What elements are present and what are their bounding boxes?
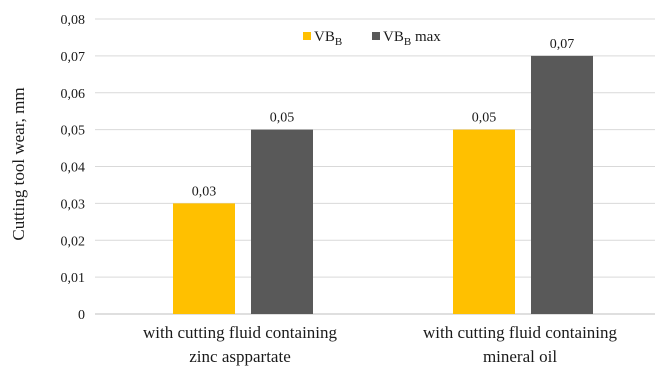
y-axis-ticks: 0 0,01 0,02 0,03 0,04 0,05 0,06 0,07 0,08 <box>61 13 86 323</box>
data-label: 0,07 <box>550 37 575 52</box>
legend-swatch <box>303 32 311 40</box>
bar-vbb-max <box>531 55 593 314</box>
data-label: 0,05 <box>270 111 295 126</box>
legend-label: VBB <box>314 29 342 48</box>
bars <box>173 55 593 314</box>
y-tick-label: 0 <box>78 308 85 323</box>
y-tick-label: 0,01 <box>61 271 86 286</box>
y-tick-label: 0,02 <box>61 234 86 249</box>
legend-swatch <box>372 32 380 40</box>
category-label: mineral oil <box>483 347 557 366</box>
y-tick-label: 0,04 <box>61 161 86 176</box>
y-tick-label: 0,06 <box>61 87 86 102</box>
bar-vbb-max <box>251 129 313 314</box>
bar-vbb <box>453 129 515 314</box>
data-label: 0,03 <box>192 184 217 199</box>
y-tick-label: 0,08 <box>61 13 86 28</box>
bar-vbb <box>173 203 235 314</box>
x-axis-categories: with cutting fluid containing zinc asppar… <box>143 323 618 366</box>
data-label: 0,05 <box>472 111 497 126</box>
y-tick-label: 0,03 <box>61 197 86 212</box>
category-label: with cutting fluid containing <box>423 323 618 342</box>
legend-label: VBB max <box>383 29 441 48</box>
category-label: zinc asppartate <box>189 347 290 366</box>
y-axis-label: Cutting tool wear, mm <box>9 87 28 240</box>
y-tick-label: 0,07 <box>61 50 86 65</box>
y-tick-label: 0,05 <box>61 124 86 139</box>
category-label: with cutting fluid containing <box>143 323 338 342</box>
data-labels: 0,03 0,05 0,05 0,07 <box>192 37 575 200</box>
legend: VBB VBB max <box>303 29 441 48</box>
